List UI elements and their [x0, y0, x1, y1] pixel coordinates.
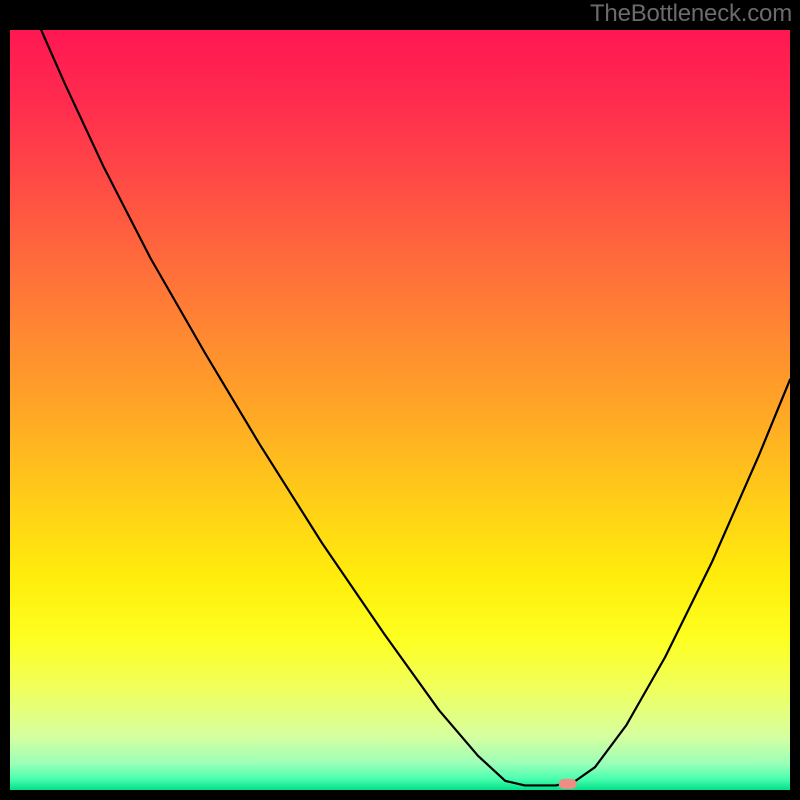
watermark-text: TheBottleneck.com [590, 0, 792, 28]
chart-container: TheBottleneck.com [0, 0, 800, 800]
optimal-marker [559, 779, 577, 789]
plot-background [10, 30, 790, 790]
bottleneck-chart [0, 0, 800, 800]
